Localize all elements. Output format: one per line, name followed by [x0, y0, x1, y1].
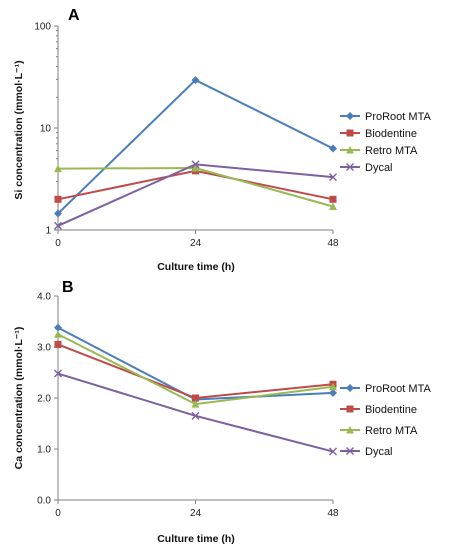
- legend-entry: Dycal: [340, 446, 393, 458]
- y-tick-label: 1: [45, 226, 51, 237]
- series-layer: [54, 76, 337, 230]
- x-tick-label: 48: [327, 238, 339, 249]
- series-line: [57, 78, 334, 215]
- x-tick-label: 48: [327, 508, 339, 519]
- legend-label: ProRoot MTA: [365, 111, 431, 123]
- legend-label: Biodentine: [365, 404, 417, 416]
- legend-entry: Retro MTA: [340, 425, 418, 437]
- legend: ProRoot MTA Biodentine Retro MTA Dycal: [340, 383, 431, 458]
- square-marker: [54, 195, 62, 203]
- series-layer: [54, 323, 337, 456]
- diamond-marker: [54, 323, 62, 332]
- x-tick-label: 0: [55, 508, 61, 519]
- y-tick-label: 0.0: [37, 496, 51, 507]
- diamond-marker: [346, 112, 354, 120]
- legend-label: Retro MTA: [365, 145, 418, 157]
- chart-panel-b: B Ca concentration (mmol·L⁻¹) Culture ti…: [13, 279, 431, 545]
- x-marker: [329, 173, 337, 182]
- x-marker: [54, 221, 62, 230]
- triangle-marker: [346, 146, 354, 154]
- series-line: [57, 372, 334, 453]
- y-tick-label: 2.0: [37, 394, 51, 405]
- legend-label: Biodentine: [365, 128, 417, 140]
- x-tick-label: 24: [190, 508, 202, 519]
- x-marker: [54, 369, 62, 378]
- square-marker: [329, 195, 337, 203]
- chart-panel-a: A Si concentration (mmol·L⁻¹) Culture ti…: [13, 7, 431, 273]
- y-axis-label: Ca concentration (mmol·L⁻¹): [13, 327, 25, 470]
- x-marker: [191, 160, 200, 169]
- legend-entry: Dycal: [340, 162, 393, 174]
- y-axis-label: Si concentration (mmol·L⁻¹): [13, 60, 25, 199]
- series-line: [57, 333, 334, 406]
- diamond-marker: [346, 384, 354, 392]
- series-dycal: [54, 160, 337, 230]
- x-tick-label: 0: [55, 238, 61, 249]
- legend-entry: ProRoot MTA: [340, 111, 431, 123]
- y-tick-label: 10: [40, 124, 52, 135]
- square-marker: [346, 405, 354, 413]
- y-tick-label: 1.0: [37, 445, 51, 456]
- legend-entry: Biodentine: [340, 404, 417, 416]
- x-axis-label: Culture time (h): [157, 533, 235, 545]
- x-tick-label: 24: [190, 238, 202, 249]
- series-retro-mta: [54, 164, 337, 210]
- x-marker: [346, 447, 354, 455]
- legend-label: Dycal: [365, 446, 393, 458]
- legend: ProRoot MTA Biodentine Retro MTA Dycal: [340, 111, 431, 174]
- series-line: [57, 343, 334, 400]
- triangle-marker: [191, 164, 200, 172]
- triangle-marker: [329, 382, 337, 391]
- y-tick-label: 4.0: [37, 292, 51, 303]
- legend-label: Dycal: [365, 162, 393, 174]
- legend-entry: ProRoot MTA: [340, 383, 431, 395]
- x-marker: [329, 447, 337, 456]
- diamond-marker: [329, 388, 337, 397]
- panel-label: B: [62, 279, 74, 296]
- diamond-marker: [191, 76, 200, 85]
- triangle-marker: [54, 164, 62, 173]
- x-marker: [191, 411, 200, 420]
- triangle-marker: [329, 202, 337, 210]
- x-axis-label: Culture time (h): [157, 261, 235, 273]
- square-marker: [346, 129, 354, 137]
- triangle-marker: [346, 426, 354, 434]
- series-retro-mta: [54, 330, 337, 408]
- legend-entry: Retro MTA: [340, 145, 418, 157]
- panel-label: A: [68, 7, 80, 24]
- y-tick-label: 100: [34, 22, 51, 33]
- diamond-marker: [54, 209, 62, 218]
- triangle-marker: [54, 330, 62, 338]
- square-marker: [54, 340, 62, 348]
- series-dycal: [54, 369, 337, 456]
- legend-label: Retro MTA: [365, 425, 418, 437]
- square-marker: [192, 394, 199, 402]
- legend-label: ProRoot MTA: [365, 383, 431, 395]
- y-tick-label: 3.0: [37, 343, 51, 354]
- x-marker: [346, 163, 354, 171]
- triangle-marker: [191, 400, 200, 408]
- legend-entry: Biodentine: [340, 128, 417, 140]
- diamond-marker: [329, 144, 337, 153]
- axes: 0.0 1.0 2.0 3.0 4.0 0 24 48: [37, 292, 339, 520]
